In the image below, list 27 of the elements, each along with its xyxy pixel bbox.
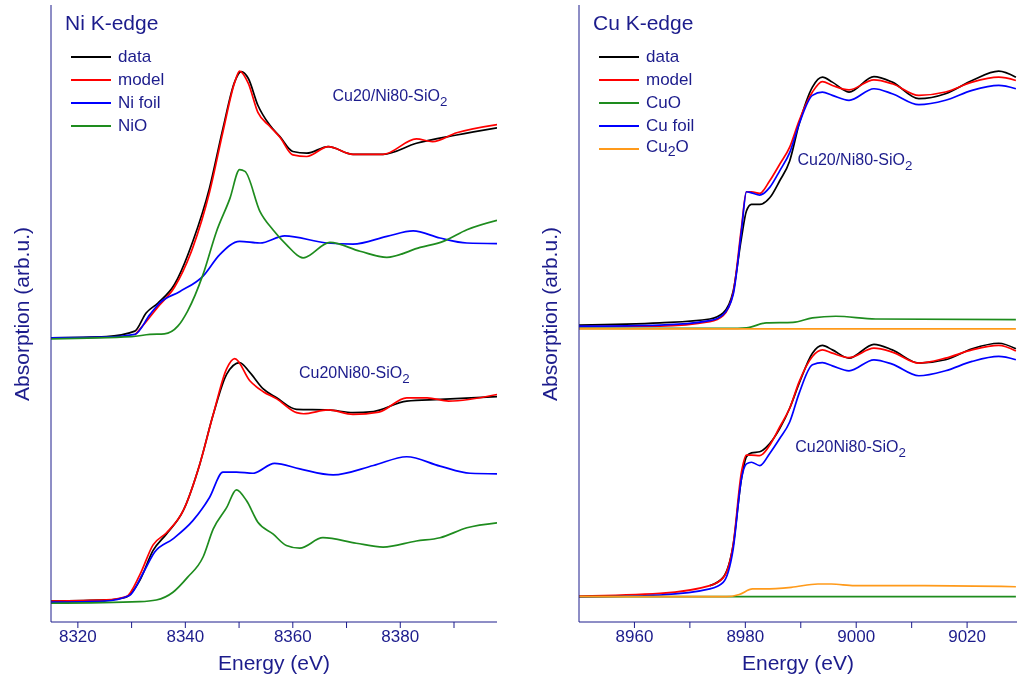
x-tick-label: 9000 <box>837 627 876 647</box>
annotation: Cu20Ni80-SiO$_{2}$ <box>298 364 410 386</box>
legend-label: data <box>646 46 680 67</box>
legend-label: Ni foil <box>118 92 161 113</box>
chart-title: Cu K-edge <box>593 11 694 35</box>
chart-title: Ni K-edge <box>65 11 159 35</box>
x-tick-label: 8960 <box>615 627 654 647</box>
legend-label: model <box>646 69 693 90</box>
legend-label: model <box>118 69 165 90</box>
y-axis-title: Absorption (arb.u.) <box>538 226 562 401</box>
legend-label: CuO <box>646 92 681 113</box>
legend-label: data <box>118 46 152 67</box>
legend-label: Cu foil <box>646 115 695 136</box>
x-tick-label: 8380 <box>381 627 420 647</box>
y-axis-title: Absorption (arb.u.) <box>10 226 34 401</box>
x-tick-label: 8980 <box>726 627 765 647</box>
annotation: Cu20/Ni80-SiO$_{2}$ <box>332 86 448 109</box>
x-tick-label: 8360 <box>273 627 312 647</box>
legend-label: NiO <box>118 115 148 136</box>
legend-label: Cu$_{2}$O <box>646 137 689 160</box>
annotation: Cu20Ni80-SiO$_{2}$ <box>795 438 906 460</box>
x-tick-label: 9020 <box>948 627 987 647</box>
annotation: Cu20/Ni80-SiO$_{2}$ <box>797 151 913 173</box>
x-tick-label: 8340 <box>166 627 205 647</box>
x-axis-title: Energy (eV) <box>741 651 855 675</box>
x-axis-title: Energy (eV) <box>217 651 331 675</box>
x-tick-label: 8320 <box>58 627 97 647</box>
